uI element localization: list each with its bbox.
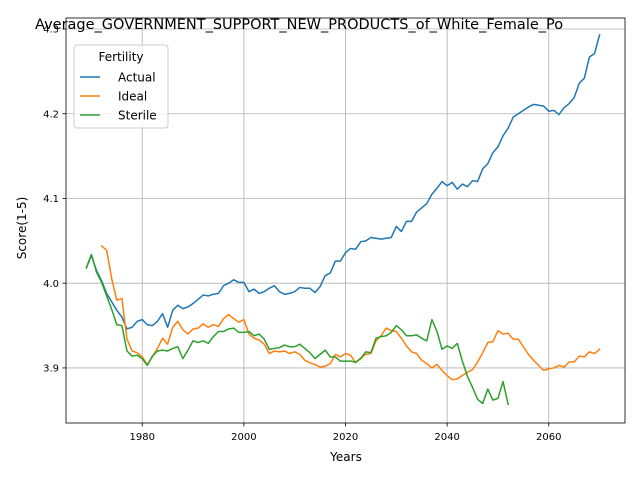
legend: Fertility Actual Ideal Sterile [73,44,169,129]
axis-ticks: 1980 2000 2020 2040 2060 3.9 4.0 4.1 4.2 4.3 [43,25,561,443]
y-tick-label: 4.2 [43,109,59,120]
legend-label-ideal: Ideal [118,90,147,104]
chart-title: Average_GOVERNMENT_SUPPORT_NEW_PRODUCTS_… [35,17,563,33]
y-tick-label: 4.0 [43,279,59,290]
y-tick-label: 4.1 [43,194,59,205]
legend-items: Actual Ideal Sterile [80,71,157,123]
y-tick-label: 3.9 [43,364,59,375]
series-line-actual [85,34,601,330]
series-lines [85,34,601,406]
x-tick-label: 1980 [130,432,155,443]
x-tick-label: 2020 [333,432,358,443]
y-axis-label: Score(1-5) [15,197,29,260]
legend-box [73,44,169,129]
legend-label-sterile: Sterile [118,109,157,123]
x-axis-label: Years [329,450,362,464]
y-tick-label: 4.3 [43,25,59,36]
x-tick-label: 2040 [434,432,459,443]
series-line-ideal [100,244,601,381]
series-line-sterile [85,253,510,406]
x-tick-label: 2060 [536,432,561,443]
x-tick-label: 2000 [231,432,256,443]
legend-label-actual: Actual [118,71,156,85]
legend-title: Fertility [98,50,143,64]
